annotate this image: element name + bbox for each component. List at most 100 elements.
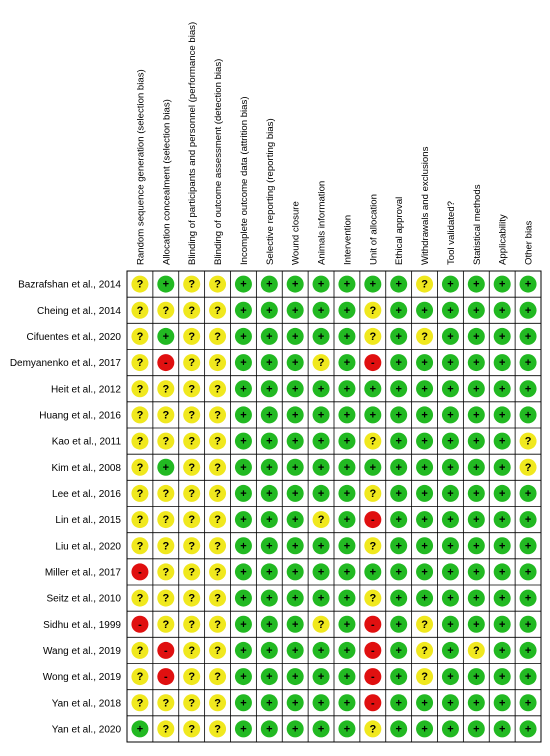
judgment-circle	[260, 563, 278, 581]
judgment-symbol: +	[421, 488, 427, 500]
judgment-symbol: ?	[214, 697, 221, 709]
judgment-circle	[467, 641, 485, 659]
judgment-symbol: ?	[188, 383, 195, 395]
judgment-circle	[312, 354, 330, 372]
judgment-circle	[286, 301, 304, 319]
judgment-symbol: +	[318, 671, 324, 683]
judgment-symbol: ?	[214, 436, 221, 448]
domain-label: Allocation concealment (selection bias)	[161, 99, 172, 265]
domain-label: Intervention	[342, 215, 353, 265]
judgment-symbol: +	[395, 723, 401, 735]
judgment-circle	[441, 589, 459, 607]
judgment-symbol: +	[447, 514, 453, 526]
judgment-symbol: +	[447, 436, 453, 448]
study-name: Liu et al., 2020	[55, 541, 121, 552]
judgment-circle	[338, 458, 356, 476]
judgment-circle	[286, 327, 304, 345]
judgment-symbol: +	[292, 409, 298, 421]
judgment-symbol: +	[473, 514, 479, 526]
judgment-circle	[364, 354, 382, 372]
judgment-circle	[157, 537, 175, 555]
judgment-circle	[260, 537, 278, 555]
judgment-circle	[260, 406, 278, 424]
judgment-symbol: +	[292, 514, 298, 526]
judgment-symbol: +	[421, 566, 427, 578]
judgment-circle	[467, 301, 485, 319]
judgment-circle	[467, 484, 485, 502]
judgment-symbol: +	[344, 331, 350, 343]
judgment-symbol: +	[395, 409, 401, 421]
judgment-symbol: +	[447, 462, 453, 474]
judgment-symbol: ?	[214, 331, 221, 343]
judgment-circle	[260, 458, 278, 476]
judgment-symbol: ?	[473, 645, 480, 657]
judgment-circle	[131, 327, 149, 345]
judgment-symbol: +	[266, 514, 272, 526]
judgment-symbol: +	[525, 723, 531, 735]
judgment-symbol: -	[371, 697, 375, 709]
judgment-circle	[441, 537, 459, 555]
judgment-circle	[519, 458, 537, 476]
judgment-symbol: +	[499, 436, 505, 448]
judgment-symbol: ?	[369, 305, 376, 317]
judgment-symbol: +	[266, 279, 272, 291]
judgment-circle	[390, 563, 408, 581]
judgment-circle	[441, 432, 459, 450]
judgment-symbol: +	[525, 540, 531, 552]
judgment-circle	[312, 589, 330, 607]
judgment-symbol: +	[525, 357, 531, 369]
judgment-circle	[493, 406, 511, 424]
judgment-circle	[519, 301, 537, 319]
judgment-circle	[131, 458, 149, 476]
judgment-symbol: +	[266, 383, 272, 395]
judgment-circle	[416, 668, 434, 686]
judgment-symbol: +	[266, 566, 272, 578]
judgment-circle	[209, 641, 227, 659]
study-name: Heit et al., 2012	[51, 384, 121, 395]
judgment-circle	[338, 589, 356, 607]
judgment-circle	[234, 406, 252, 424]
judgment-circle	[467, 406, 485, 424]
judgment-circle	[338, 641, 356, 659]
judgment-symbol: +	[395, 593, 401, 605]
judgment-circle	[157, 432, 175, 450]
judgment-circle	[286, 380, 304, 398]
judgment-symbol: ?	[214, 723, 221, 735]
judgment-circle	[131, 511, 149, 529]
judgment-circle	[467, 563, 485, 581]
judgment-symbol: +	[499, 462, 505, 474]
judgment-circle	[467, 511, 485, 529]
domain-label: Applicability	[498, 214, 509, 265]
judgment-circle	[234, 720, 252, 738]
judgment-circle	[338, 694, 356, 712]
judgment-symbol: +	[395, 279, 401, 291]
judgment-circle	[157, 668, 175, 686]
judgment-circle	[312, 380, 330, 398]
judgment-circle	[312, 615, 330, 633]
judgment-circle	[338, 484, 356, 502]
judgment-circle	[416, 432, 434, 450]
judgment-circle	[260, 720, 278, 738]
judgment-circle	[234, 641, 252, 659]
judgment-symbol: +	[447, 593, 453, 605]
judgment-symbol: +	[499, 357, 505, 369]
judgment-symbol: +	[240, 723, 246, 735]
judgment-symbol: +	[499, 697, 505, 709]
study-name: Bazrafshan et al., 2014	[18, 280, 121, 291]
judgment-symbol: ?	[214, 279, 221, 291]
judgment-circle	[493, 432, 511, 450]
judgment-symbol: +	[344, 593, 350, 605]
judgment-circle	[234, 537, 252, 555]
judgment-circle	[338, 406, 356, 424]
judgment-symbol: ?	[214, 540, 221, 552]
judgment-symbol: +	[240, 436, 246, 448]
judgment-symbol: +	[344, 462, 350, 474]
judgment-symbol: ?	[421, 645, 428, 657]
judgment-symbol: +	[370, 383, 376, 395]
judgment-circle	[260, 380, 278, 398]
judgment-symbol: +	[421, 697, 427, 709]
judgment-symbol: +	[421, 436, 427, 448]
judgment-symbol: ?	[421, 619, 428, 631]
judgment-symbol: +	[447, 331, 453, 343]
judgment-circle	[467, 694, 485, 712]
